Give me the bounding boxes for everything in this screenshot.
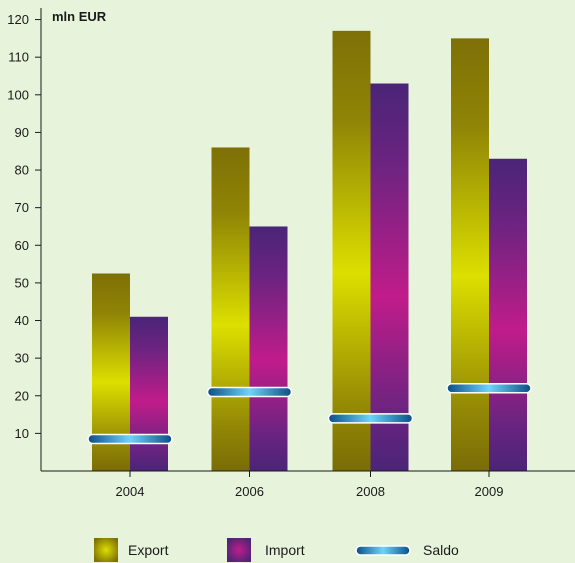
y-tick-label: 60 [15,238,29,253]
y-axis: 10 20 30 40 50 60 70 80 90 100 110 120 [7,12,41,441]
bars-group [92,30,527,472]
saldo-marker [327,413,414,424]
legend-item-export: Export [94,538,169,562]
y-tick-label: 50 [15,275,29,290]
legend-swatch-import [227,538,251,562]
saldo-marker [87,433,173,445]
bar-export [211,147,250,471]
bar-import [249,226,288,471]
bar-import [489,158,527,471]
bar-import [370,83,409,471]
x-tick-label: 2006 [235,484,264,499]
saldo-marker [206,386,293,398]
legend-label-import: Import [265,542,305,558]
bar-import [130,316,168,471]
y-tick-label: 30 [15,351,29,366]
y-tick-label: 120 [7,12,29,27]
y-tick-label: 110 [8,50,29,65]
saldo-markers [87,382,532,445]
y-tick-label: 40 [15,313,29,328]
y-tick-label: 90 [15,125,29,140]
y-tick-label: 10 [15,426,29,441]
legend-item-import: Import [227,538,305,562]
saldo-marker [446,382,532,394]
legend-label-saldo: Saldo [423,542,459,558]
y-axis-label: mln EUR [52,9,107,24]
y-tick-label: 70 [15,200,29,215]
legend: Export Import Saldo [94,538,459,562]
bar-export [332,30,371,471]
bar-export [451,38,489,472]
legend-label-export: Export [128,542,169,558]
x-tick-label: 2009 [475,484,504,499]
y-tick-label: 80 [15,163,29,178]
x-axis: 2004 2006 2008 2009 [116,471,504,499]
legend-swatch-export [94,538,118,562]
legend-swatch-saldo [355,545,411,556]
y-tick-label: 20 [15,388,29,403]
x-tick-label: 2004 [116,484,145,499]
y-tick-label: 100 [7,87,29,102]
x-tick-label: 2008 [356,484,385,499]
legend-item-saldo: Saldo [355,542,459,558]
